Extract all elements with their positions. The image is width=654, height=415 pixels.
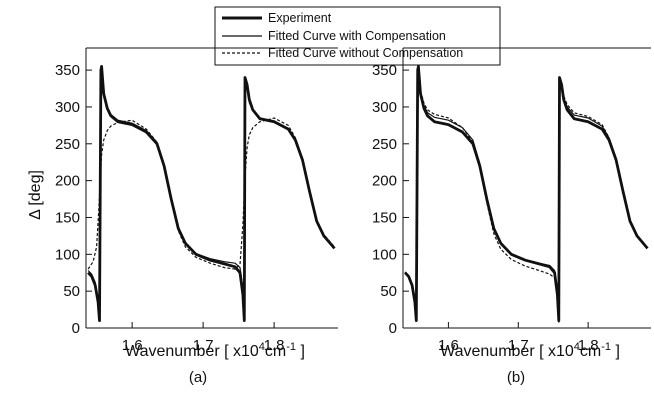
- y-tick-label: 250: [372, 136, 397, 153]
- x-tick-label: 1.6: [438, 337, 459, 354]
- x-tick-label: 1.7: [193, 337, 214, 354]
- series-group: [404, 65, 649, 323]
- y-tick-label: 350: [372, 62, 397, 79]
- x-tick-label: 1.6: [122, 337, 143, 354]
- x-tick-label: 1.7: [508, 337, 529, 354]
- panel-a: 0 50 100 150 200 250 300 350 1.6 1.7 1.8Wavenumber…: [55, 47, 338, 386]
- series-line-fitted-curve-with-compensation: [87, 69, 335, 318]
- legend: Experiment Fitted Curve with Compensatio…: [214, 6, 501, 66]
- series-line-experiment: [87, 65, 336, 323]
- y-tick-label: 300: [55, 99, 80, 116]
- x-tick-label: 1.8: [578, 337, 599, 354]
- y-tick-label: 100: [372, 246, 397, 263]
- y-tick-label: 0: [72, 320, 80, 337]
- y-tick-label: 200: [55, 173, 80, 190]
- legend-label-with-compensation: Fitted Curve with Compensation: [268, 29, 446, 43]
- series-line-fitted-curve-with-compensation: [404, 67, 648, 320]
- legend-label-without-compensation: Fitted Curve without Compensation: [268, 46, 463, 60]
- y-tick-label: 200: [372, 173, 397, 190]
- x-axis-title: Wavenumber [ x104cm-1 ]: [125, 341, 305, 360]
- series-line-fitted-curve-without-compensation: [87, 117, 335, 270]
- y-tick-label: 350: [55, 62, 80, 79]
- legend-box: [214, 6, 501, 66]
- y-tick-label: 100: [55, 246, 80, 263]
- y-tick-label: 250: [55, 136, 80, 153]
- panel-label-b: (b): [507, 369, 525, 386]
- series-line-experiment: [404, 65, 649, 323]
- x-tick-label: 1.8: [264, 337, 285, 354]
- y-tick-label: 150: [55, 209, 80, 226]
- y-tick-label: 50: [63, 283, 80, 300]
- series-line-fitted-curve-without-compensation: [404, 69, 648, 323]
- y-tick-label: 300: [372, 99, 397, 116]
- y-axis-title: Δ [deg]: [27, 170, 44, 220]
- legend-label-experiment: Experiment: [268, 11, 332, 25]
- y-tick-label: 0: [389, 320, 397, 337]
- panel-label-a: (a): [189, 369, 207, 386]
- y-tick-label: 150: [372, 209, 397, 226]
- series-group: [87, 65, 336, 323]
- y-tick-label: 50: [380, 283, 397, 300]
- x-axis-title: Wavenumber [ x104cm-1 ]: [440, 341, 620, 360]
- panel-b: 0 50 100 150 200 250 300 350 1.6 1.7 1.8Wavenumber…: [372, 47, 651, 386]
